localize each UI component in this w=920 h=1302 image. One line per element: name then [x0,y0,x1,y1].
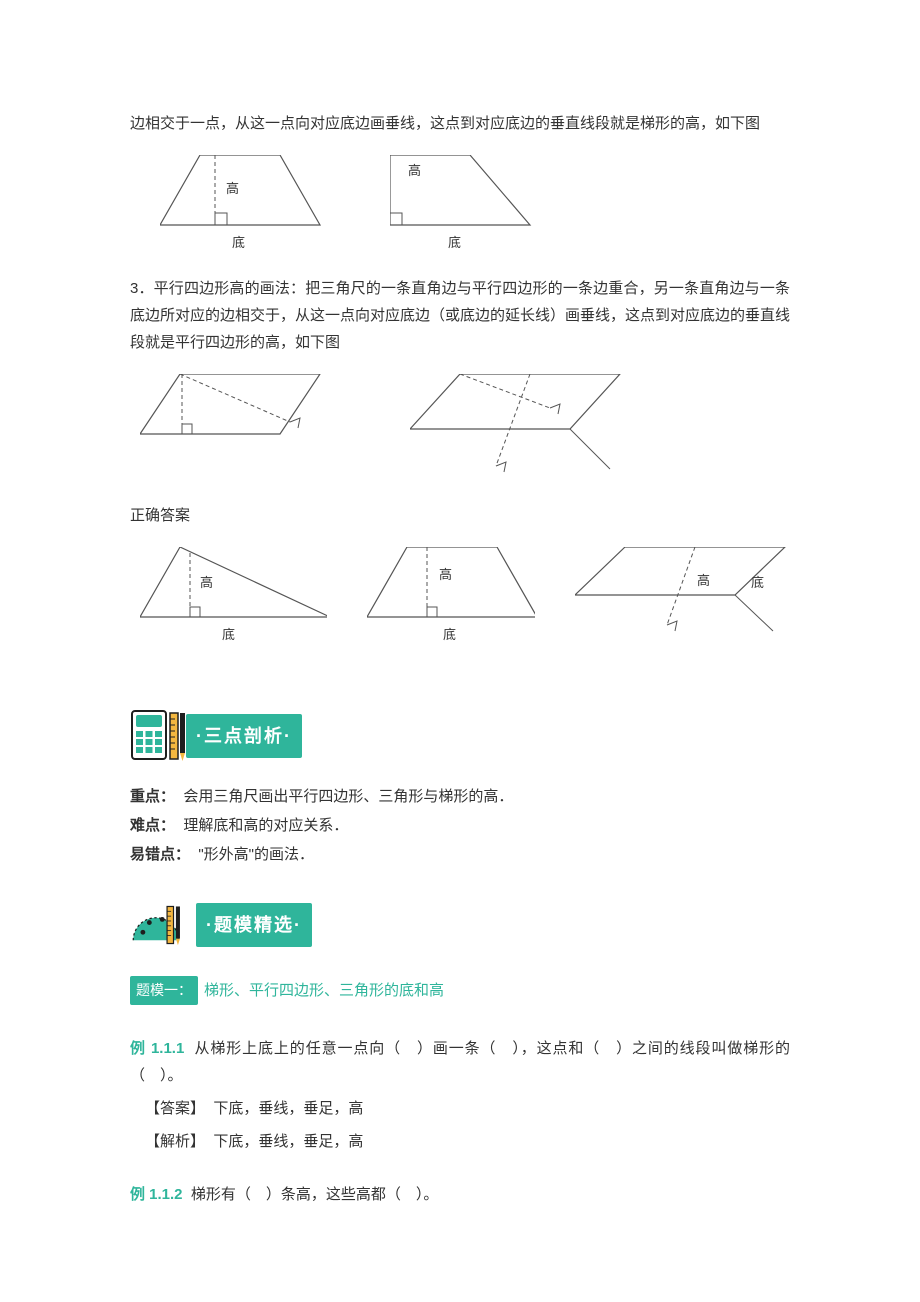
example-text: 梯形有（ ）条高，这些高都（ ）。 [191,1186,439,1203]
kp-text: 会用三角尺画出平行四边形、三角形与梯形的高． [183,788,513,805]
badge-selection-label: ·题模精选· [196,903,312,947]
explanation-text: 下底，垂线，垂足，高 [213,1133,363,1150]
badge-selection: ·题模精选· [130,896,790,954]
example-question: 例 1.1.1 从梯形上底上的任意一点向（ ）画一条（ ），这点和（ ）之间的线… [130,1035,790,1089]
parallelogram-left-diagram [140,374,340,454]
example-answer: 【答案】 下底，垂线，垂足，高 [130,1095,790,1122]
base-label: 底 [448,235,461,250]
example-number: 例 1.1.2 [130,1186,183,1203]
item-text: 平行四边形高的画法：把三角尺的一条直角边与平行四边形的一条边重合，另一条直角边与… [130,280,790,351]
height-label: 高 [226,181,239,196]
example-1-1-1: 例 1.1.1 从梯形上底上的任意一点向（ ）画一条（ ），这点和（ ）之间的线… [130,1035,790,1155]
topic-title: 梯形、平行四边形、三角形的底和高 [204,977,444,1004]
height-label: 高 [408,163,421,178]
figure-row-parallelograms [140,374,790,484]
kp-label: 重点： [130,788,175,805]
page: 边相交于一点，从这一点向对应底边画垂线，这点到对应底边的垂直线段就是梯形的高，如… [0,0,920,1302]
topic-tag: 题模一： [130,976,198,1005]
example-explanation: 【解析】 下底，垂线，垂足，高 [130,1128,790,1155]
badge-analysis-label: ·三点剖析· [186,714,302,758]
kp-label: 难点： [130,817,175,834]
intro-paragraph: 边相交于一点，从这一点向对应底边画垂线，这点到对应底边的垂直线段就是梯形的高，如… [130,110,790,137]
kp-label: 易错点： [130,846,190,863]
protractor-icon [130,896,188,954]
base-label: 底 [222,627,235,642]
explanation-label: 【解析】 [145,1133,205,1150]
keypoint-zhong: 重点： 会用三角尺画出平行四边形、三角形与梯形的高． [130,783,790,810]
height-label: 高 [697,573,710,588]
answer-text: 下底，垂线，垂足，高 [213,1100,363,1117]
base-label: 底 [443,627,456,642]
example-1-1-2: 例 1.1.2 梯形有（ ）条高，这些高都（ ）。 [130,1181,790,1208]
answer-parallelogram-diagram: 高 底 [575,547,790,657]
answer-triangle-diagram: 高 底 [140,547,327,657]
height-label: 高 [200,575,213,590]
trapezoid-left-diagram: 高 底 [160,155,340,255]
parallelogram-method-paragraph: 3．平行四边形高的画法：把三角尺的一条直角边与平行四边形的一条边重合，另一条直角… [130,275,790,356]
correct-answer-label: 正确答案 [130,502,790,529]
figure-row-answers: 高 底 高 底 高 底 [140,547,790,657]
keypoints-block: 重点： 会用三角尺画出平行四边形、三角形与梯形的高． 难点： 理解底和高的对应关… [130,783,790,868]
trapezoid-right-diagram: 高 底 [390,155,550,255]
parallelogram-right-diagram [410,374,650,484]
example-number: 例 1.1.1 [130,1040,184,1057]
base-label: 底 [232,235,245,250]
keypoint-nan: 难点： 理解底和高的对应关系． [130,812,790,839]
base-label: 底 [751,575,764,590]
kp-text: "形外高"的画法． [198,846,314,863]
answer-label: 【答案】 [145,1100,205,1117]
badge-analysis: ·三点剖析· [130,707,790,765]
topic-line: 题模一： 梯形、平行四边形、三角形的底和高 [130,976,790,1005]
answer-trapezoid-diagram: 高 底 [367,547,535,657]
example-text: 从梯形上底上的任意一点向（ ）画一条（ ），这点和（ ）之间的线段叫做梯形的（ … [130,1040,790,1084]
calculator-ruler-icon [130,707,188,765]
keypoint-yicuo: 易错点： "形外高"的画法． [130,841,790,868]
item-number: 3． [130,280,154,297]
example-question: 例 1.1.2 梯形有（ ）条高，这些高都（ ）。 [130,1181,790,1208]
figure-row-trapezoids: 高 底 高 底 [160,155,790,255]
kp-text: 理解底和高的对应关系． [183,817,348,834]
height-label: 高 [439,567,452,582]
